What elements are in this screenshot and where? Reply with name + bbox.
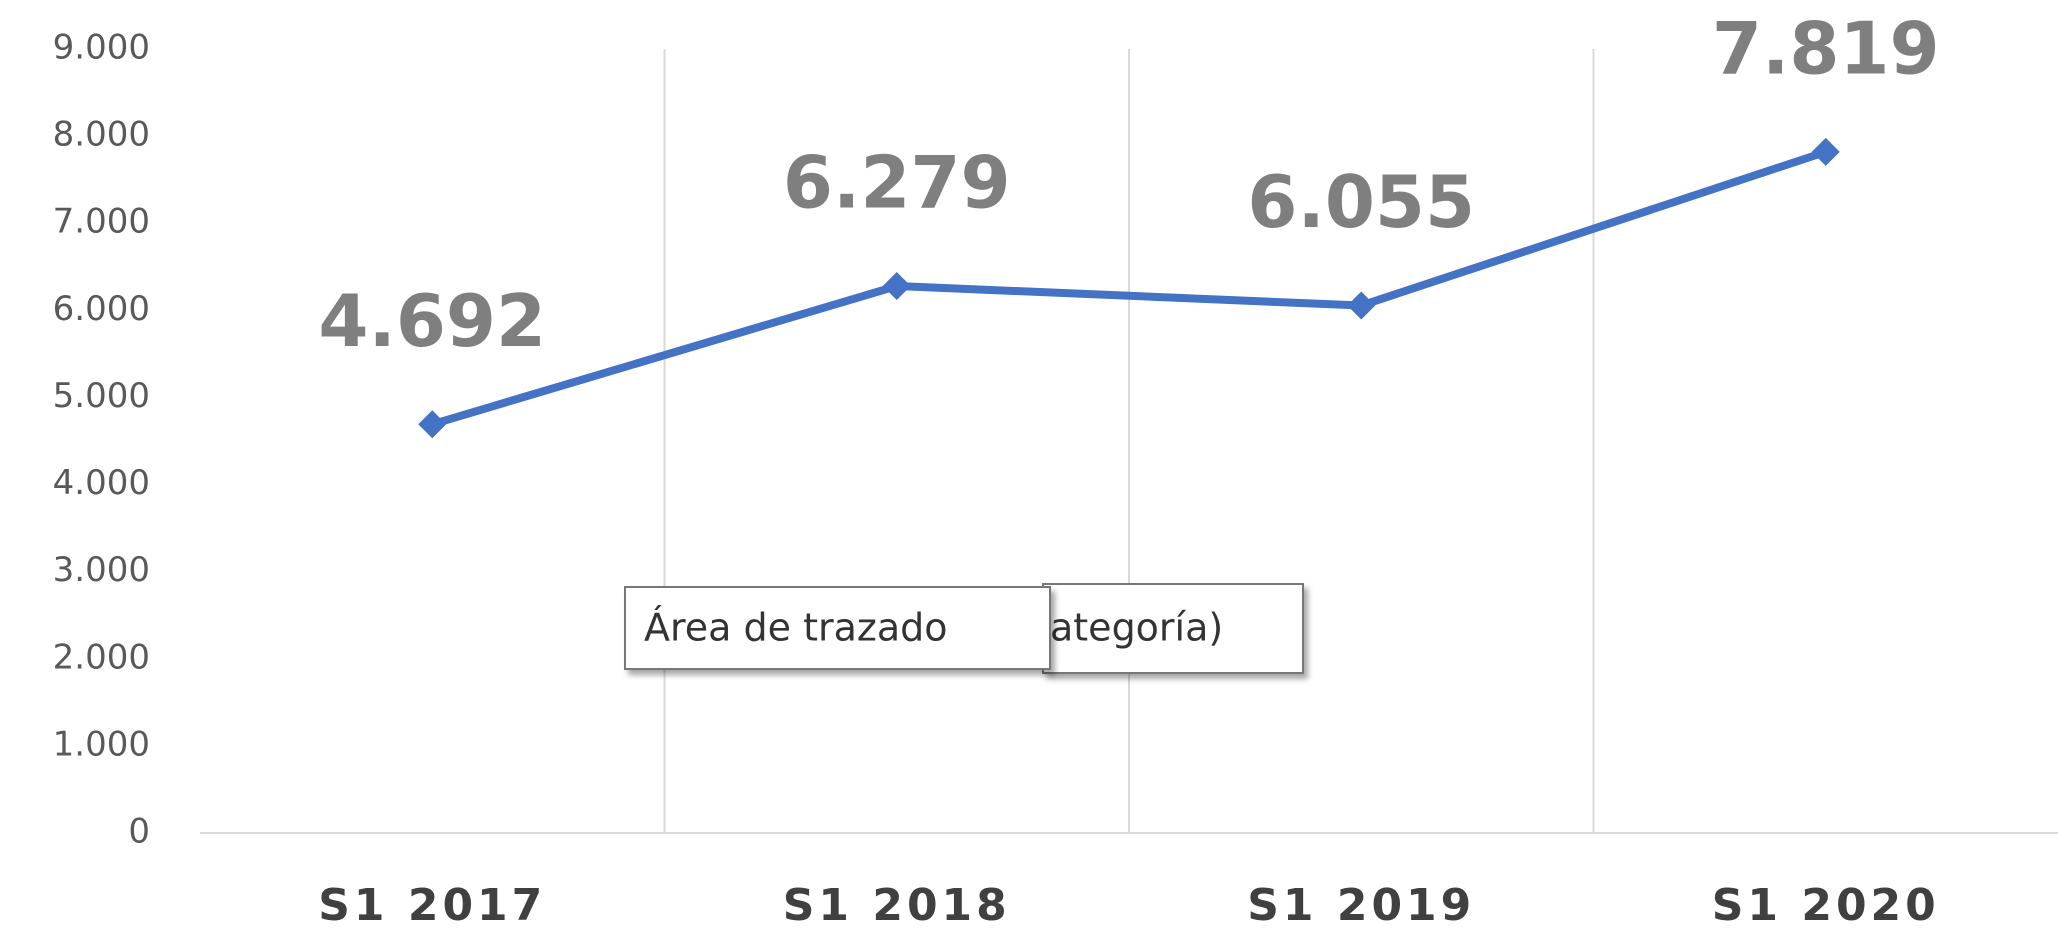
y-tick-label: 3.000: [53, 550, 150, 590]
x-tick-label: S1 2018: [783, 880, 1011, 931]
y-tick-label: 0: [128, 812, 150, 852]
marker: [882, 272, 911, 301]
x-tick-label: S1 2020: [1712, 880, 1940, 931]
y-tick-label: 1.000: [53, 724, 150, 764]
tooltip-box: [624, 586, 1051, 670]
data-label: 6.279: [783, 141, 1011, 225]
tooltip-text: Área de trazado: [644, 606, 948, 650]
marker: [418, 410, 447, 439]
y-tick-label: 2.000: [53, 637, 150, 677]
tooltip-text: ategoría): [1050, 606, 1223, 650]
marker: [1811, 137, 1840, 166]
tooltips: ategoría) Área de trazado: [624, 583, 1304, 674]
marker: [1347, 291, 1376, 320]
data-label: 6.055: [1247, 160, 1475, 244]
y-tick-label: 4.000: [53, 463, 150, 503]
data-label: 7.819: [1712, 6, 1940, 90]
y-tick-label: 6.000: [53, 289, 150, 329]
x-tick-label: S1 2019: [1247, 880, 1475, 931]
line: [431, 148, 1828, 429]
data-label: 4.692: [318, 279, 546, 363]
tooltip-box: [1042, 583, 1304, 674]
y-tick-label: 8.000: [53, 115, 150, 155]
y-tick-label: 5.000: [53, 376, 150, 416]
y-tick-label: 9.000: [53, 28, 150, 68]
y-tick-label: 7.000: [53, 202, 150, 242]
x-tick-label: S1 2017: [318, 880, 546, 931]
